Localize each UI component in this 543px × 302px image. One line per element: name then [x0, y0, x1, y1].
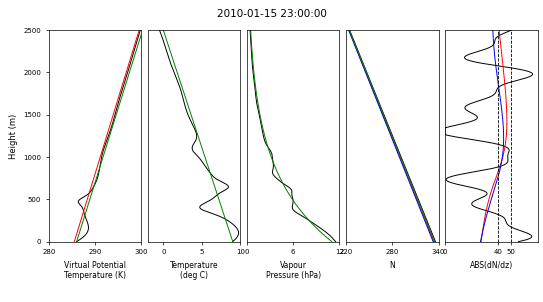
- Y-axis label: Height (m): Height (m): [9, 113, 18, 159]
- X-axis label: Virtual Potential
Temperature (K): Virtual Potential Temperature (K): [64, 261, 126, 280]
- X-axis label: Temperature
(deg C): Temperature (deg C): [170, 261, 218, 280]
- X-axis label: N: N: [389, 261, 395, 270]
- Text: 2010-01-15 23:00:00: 2010-01-15 23:00:00: [217, 9, 326, 19]
- X-axis label: ABS(dN/dz): ABS(dN/dz): [470, 261, 513, 270]
- X-axis label: Vapour
Pressure (hPa): Vapour Pressure (hPa): [266, 261, 321, 280]
